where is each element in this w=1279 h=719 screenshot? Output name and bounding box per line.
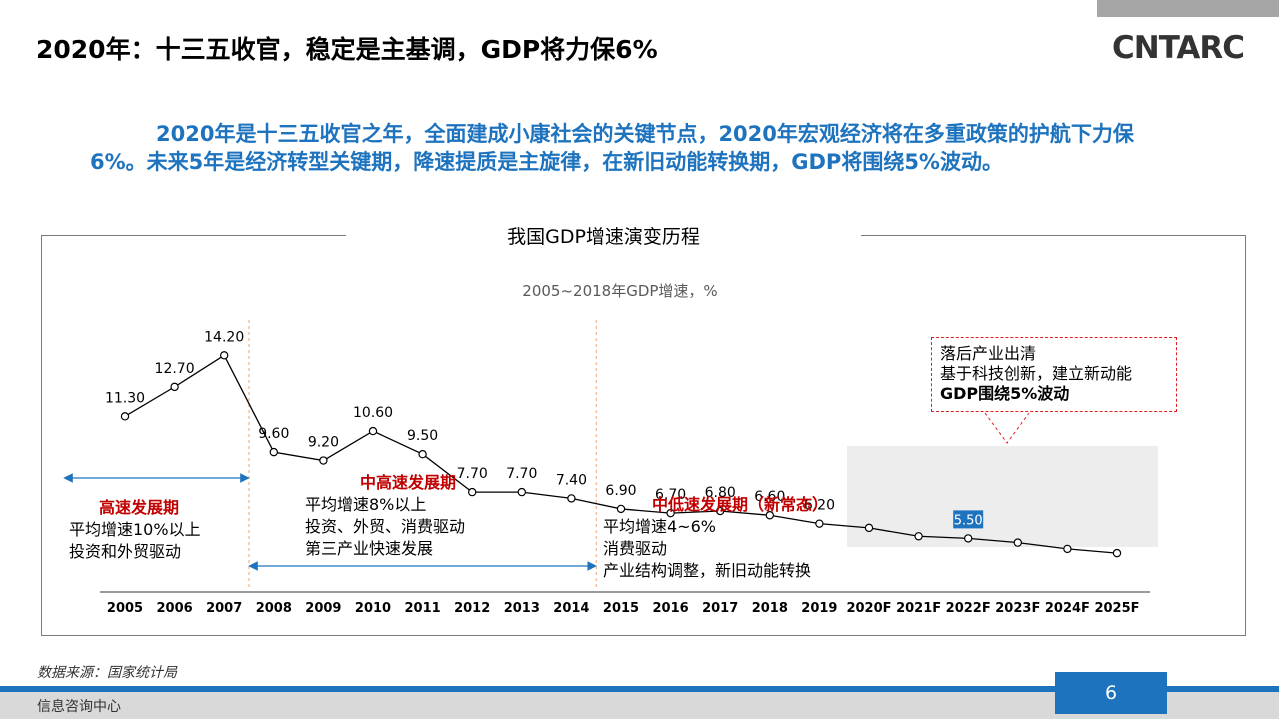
data-label: 7.70 xyxy=(506,466,537,482)
data-point xyxy=(567,494,576,503)
data-point xyxy=(1063,544,1072,554)
x-tick-label: 2024F xyxy=(1045,601,1090,616)
data-label: 6.20 xyxy=(804,498,835,514)
data-point xyxy=(1013,538,1023,547)
phase-line: 平均增速10%以上 xyxy=(69,520,201,539)
data-point xyxy=(319,456,328,465)
data-point xyxy=(616,504,626,514)
x-tick-label: 2012 xyxy=(454,601,490,616)
x-tick-label: 2023F xyxy=(995,601,1040,616)
x-tick-label: 2008 xyxy=(256,601,292,616)
phase-title: 中低速发展期（新常态） xyxy=(652,495,829,514)
data-label: 14.20 xyxy=(204,329,244,345)
x-tick-label: 2020F xyxy=(846,601,891,616)
phase-line: 产业结构调整，新旧动能转换 xyxy=(603,561,812,580)
data-label: 7.40 xyxy=(556,472,587,488)
x-tick-label: 2015 xyxy=(603,601,639,616)
forecast-callout: 落后产业出清 基于科技创新，建立新动能 GDP围绕5%波动 xyxy=(931,337,1177,412)
data-label: 6.80 xyxy=(705,485,736,501)
slide-title: 2020年：十三五收官，稳定是主基调，GDP将力保6% xyxy=(36,35,658,64)
data-point xyxy=(468,487,477,497)
chart-subtitle: 2005~2018年GDP增速，% xyxy=(522,282,718,300)
page-number: 6 xyxy=(1055,672,1167,714)
data-point xyxy=(815,519,824,528)
footer-org: 信息咨询中心 xyxy=(37,699,121,715)
data-point xyxy=(666,508,675,518)
data-label: 12.70 xyxy=(155,361,195,377)
data-point xyxy=(368,426,378,436)
x-tick-label: 2007 xyxy=(206,601,242,616)
phase-line: 投资、外贸、消费驱动 xyxy=(305,517,466,536)
callout-bold-line: GDP围绕5%波动 xyxy=(940,384,1070,403)
x-tick-label: 2018 xyxy=(752,601,788,616)
callout-pointer xyxy=(984,412,1030,444)
data-point xyxy=(269,447,278,457)
data-label: 10.60 xyxy=(353,405,393,421)
x-tick-label: 2014 xyxy=(553,601,589,616)
phase-line: 第三产业快速发展 xyxy=(305,539,434,558)
phase-annotation-high: 高速发展期 平均增速10%以上 投资和外贸驱动 xyxy=(69,497,201,563)
footer-accent-bar xyxy=(0,686,1279,692)
x-tick-label: 2010 xyxy=(355,601,391,616)
data-point xyxy=(864,523,874,533)
forecast-band xyxy=(847,446,1158,547)
data-point xyxy=(219,351,229,360)
data-point xyxy=(120,412,130,421)
data-label: 9.20 xyxy=(308,435,339,451)
data-label: 11.30 xyxy=(105,390,145,406)
phase-line: 平均增速8%以上 xyxy=(305,495,427,514)
data-label: 6.90 xyxy=(605,483,636,499)
data-point xyxy=(418,450,427,459)
phase-line: 投资和外贸驱动 xyxy=(69,542,182,561)
data-label: 6.70 xyxy=(655,487,686,503)
x-tick-label: 2009 xyxy=(305,601,341,616)
highlight-label-box xyxy=(953,510,984,529)
data-label: 9.60 xyxy=(258,426,289,442)
x-tick-label: 2022F xyxy=(946,601,991,616)
phase-line: 消费驱动 xyxy=(603,539,668,558)
chart-title: 我国GDP增速演变历程 xyxy=(346,224,861,250)
x-tick-label: 2025F xyxy=(1094,601,1139,616)
data-label: 6.60 xyxy=(754,489,785,505)
x-tick-label: 2005 xyxy=(107,601,143,616)
phase-annotation-mid-low: 中低速发展期（新常态） 平均增速4~6% 消费驱动 产业结构调整，新旧动能转换 xyxy=(603,494,828,582)
data-point xyxy=(914,532,923,541)
data-source: 数据来源：国家统计局 xyxy=(37,665,177,681)
data-point xyxy=(1112,548,1122,558)
phase-title: 中高速发展期 xyxy=(360,473,457,492)
x-tick-label: 2006 xyxy=(157,601,193,616)
data-label: 9.50 xyxy=(407,428,438,444)
x-tick-label: 2011 xyxy=(405,601,441,616)
data-point xyxy=(964,534,973,543)
x-tick-label: 2013 xyxy=(504,601,540,616)
top-accent-bar xyxy=(1097,0,1279,17)
data-label: 7.70 xyxy=(457,466,488,482)
data-point xyxy=(517,487,527,497)
data-point xyxy=(716,506,725,516)
callout-line: 基于科技创新，建立新动能 xyxy=(940,364,1133,383)
company-logo: CNTARC xyxy=(1112,30,1245,66)
data-point xyxy=(765,511,775,520)
phase-annotation-mid-high: 中高速发展期 平均增速8%以上 投资、外贸、消费驱动 第三产业快速发展 xyxy=(305,472,465,560)
x-tick-label: 2019 xyxy=(801,601,837,616)
x-tick-label: 2016 xyxy=(653,601,689,616)
x-tick-label: 2017 xyxy=(702,601,738,616)
x-tick-label: 2021F xyxy=(896,601,941,616)
phase-line: 平均增速4~6% xyxy=(603,517,716,536)
data-point xyxy=(170,382,179,392)
intro-paragraph: 2020年是十三五收官之年，全面建成小康社会的关键节点，2020年宏观经济将在多… xyxy=(90,122,1134,174)
data-label: 5.50 xyxy=(954,513,983,528)
callout-line: 落后产业出清 xyxy=(940,344,1037,363)
phase-title: 高速发展期 xyxy=(99,498,180,517)
